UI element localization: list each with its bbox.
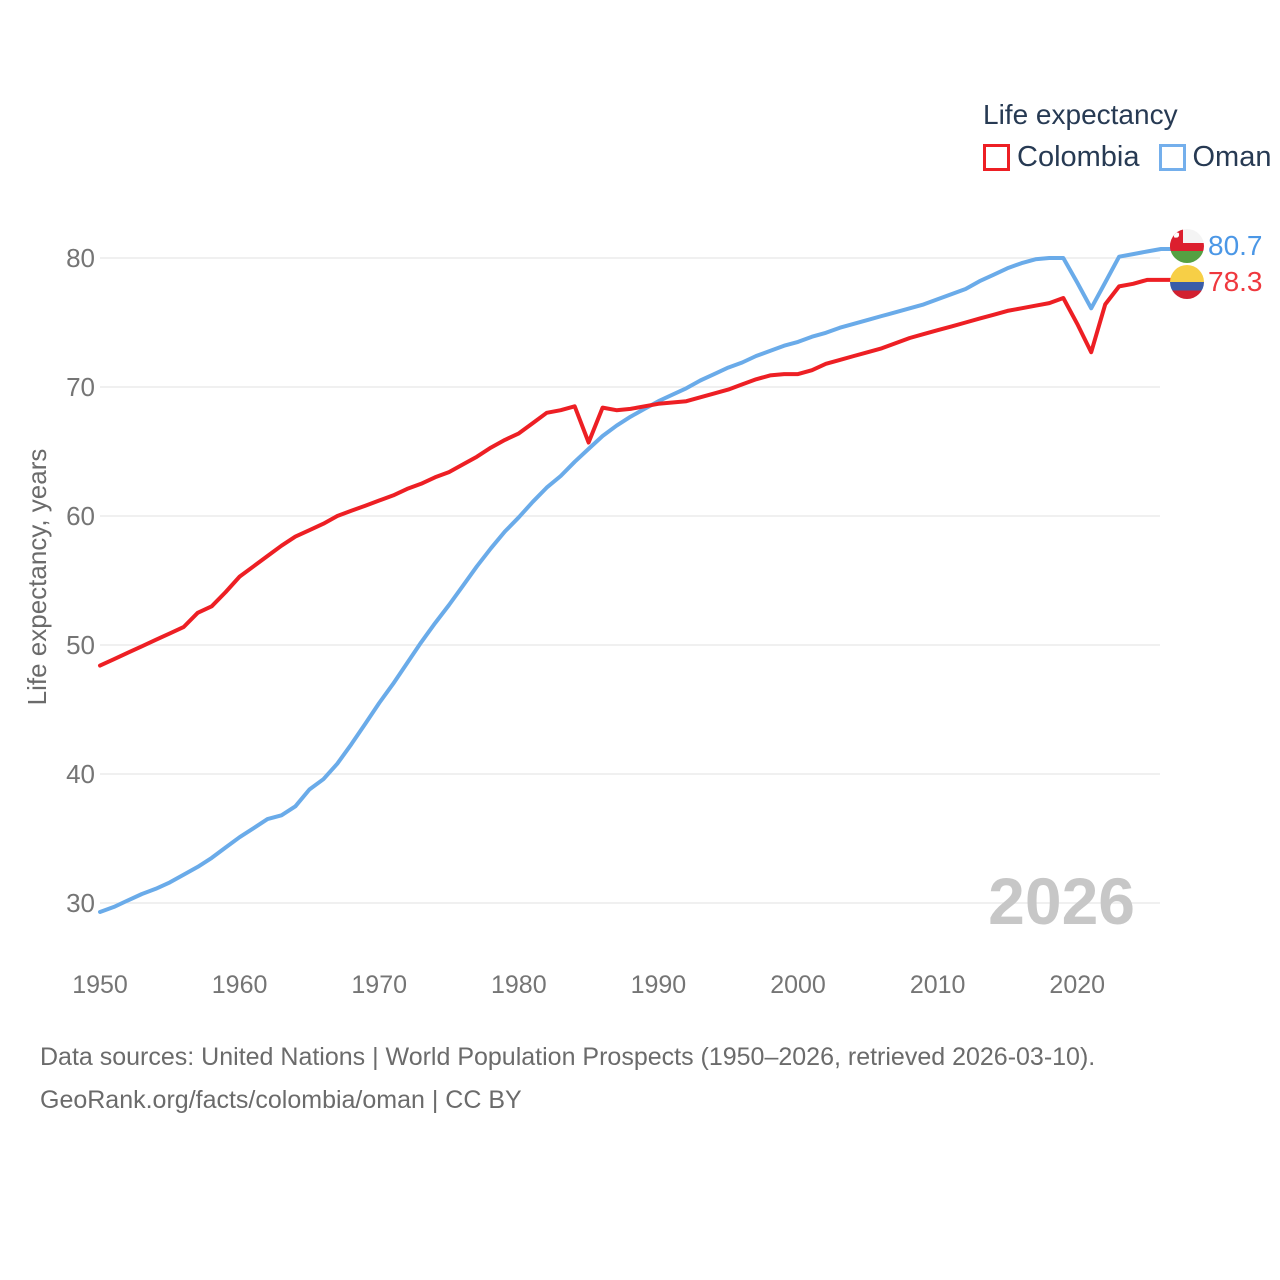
legend-label-oman: Oman: [1192, 141, 1272, 173]
y-tick-30: 30: [66, 888, 95, 918]
oman-swatch-icon: [1158, 144, 1186, 171]
y-axis-title: Life expectancy, years: [22, 449, 52, 706]
footer-attribution-line[interactable]: GeoRank.org/facts/colombia/oman | CC BY: [40, 1086, 522, 1114]
y-tick-50: 50: [66, 630, 95, 660]
footer-sources-line: Data sources: United Nations | World Pop…: [40, 1043, 1096, 1071]
x-tick-1970: 1970: [351, 971, 407, 999]
oman-line[interactable]: [98, 247, 1174, 914]
legend-title: Life expectancy: [983, 99, 1178, 130]
y-tick-60: 60: [66, 501, 95, 531]
colombia-flag-icon: [1170, 265, 1204, 299]
footer: Data sources: United Nations | World Pop…: [40, 1036, 1095, 1122]
colombia-line[interactable]: [98, 277, 1174, 668]
legend-item-colombia[interactable]: Colombia: [983, 141, 1140, 174]
x-tick-1960: 1960: [212, 971, 268, 999]
legend: Life expectancy Colombia Oman: [983, 100, 1271, 174]
oman-flag-icon: [1170, 229, 1204, 263]
y-tick-70: 70: [66, 372, 95, 402]
x-tick-1950: 1950: [72, 971, 128, 999]
legend-item-oman[interactable]: Oman: [1158, 141, 1272, 174]
legend-items: Colombia Oman: [983, 141, 1271, 174]
x-tick-2010: 2010: [910, 971, 966, 999]
colombia-swatch-icon: [983, 144, 1010, 171]
x-tick-2000: 2000: [770, 971, 826, 999]
oman-end-value: 80.7: [1208, 230, 1263, 261]
x-tick-1990: 1990: [631, 971, 687, 999]
y-tick-40: 40: [66, 759, 95, 789]
legend-label-colombia: Colombia: [1017, 141, 1140, 173]
watermark-year: 2026: [988, 864, 1135, 938]
y-tick-80: 80: [66, 243, 95, 273]
life-expectancy-chart: 30 40 50 60 70 80 1950 1960 1970 1980 1990 2000 2010…: [22, 243, 1174, 999]
colombia-end-value: 78.3: [1208, 266, 1263, 297]
x-tick-1980: 1980: [491, 971, 547, 999]
x-tick-2020: 2020: [1049, 971, 1105, 999]
colombia-end-label: 78.3: [1170, 265, 1263, 299]
oman-end-label: 80.7: [1170, 229, 1263, 263]
